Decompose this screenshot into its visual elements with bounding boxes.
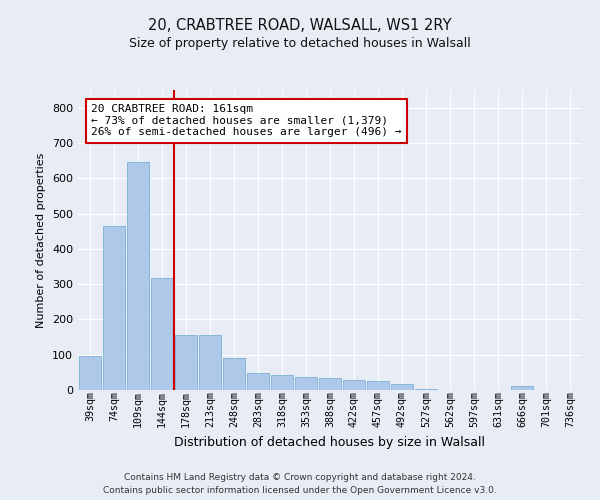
Text: 20 CRABTREE ROAD: 161sqm
← 73% of detached houses are smaller (1,379)
26% of sem: 20 CRABTREE ROAD: 161sqm ← 73% of detach… — [91, 104, 402, 138]
Bar — [511, 386, 533, 390]
Bar — [343, 380, 365, 390]
Bar — [127, 162, 149, 390]
Bar — [391, 384, 413, 390]
Text: 20, CRABTREE ROAD, WALSALL, WS1 2RY: 20, CRABTREE ROAD, WALSALL, WS1 2RY — [148, 18, 452, 32]
Text: Contains HM Land Registry data © Crown copyright and database right 2024.: Contains HM Land Registry data © Crown c… — [124, 472, 476, 482]
Bar — [271, 375, 293, 390]
Text: Contains public sector information licensed under the Open Government Licence v3: Contains public sector information licen… — [103, 486, 497, 495]
Bar — [79, 356, 101, 390]
Bar — [367, 381, 389, 390]
Bar — [199, 336, 221, 390]
Bar — [175, 336, 197, 390]
X-axis label: Distribution of detached houses by size in Walsall: Distribution of detached houses by size … — [175, 436, 485, 448]
Bar — [103, 226, 125, 390]
Text: Size of property relative to detached houses in Walsall: Size of property relative to detached ho… — [129, 38, 471, 51]
Bar — [223, 358, 245, 390]
Bar — [319, 378, 341, 390]
Bar — [247, 373, 269, 390]
Bar — [151, 278, 173, 390]
Bar — [415, 389, 437, 390]
Bar — [295, 376, 317, 390]
Y-axis label: Number of detached properties: Number of detached properties — [37, 152, 46, 328]
